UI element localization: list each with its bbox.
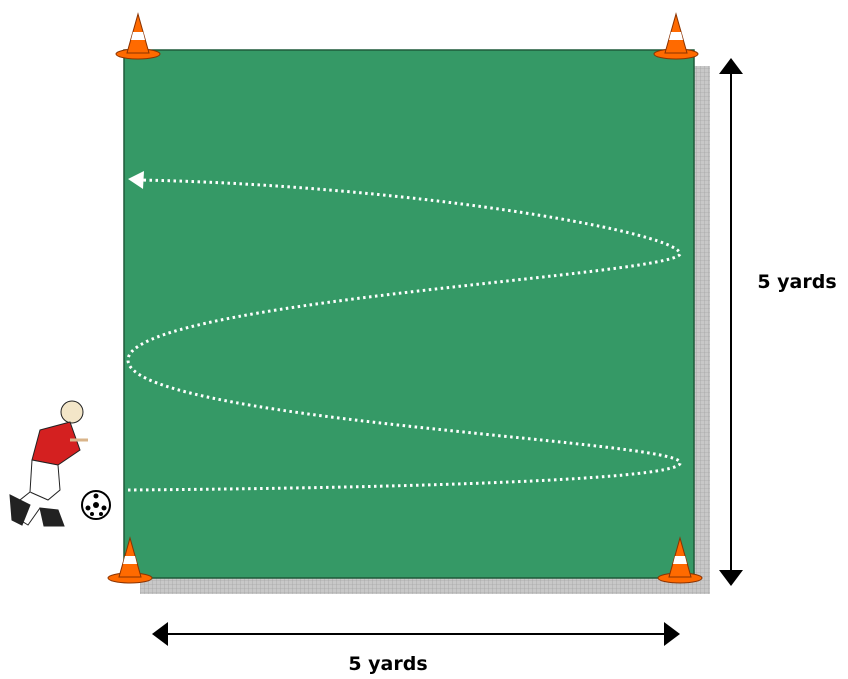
height-label: 5 yards	[757, 271, 836, 293]
drill-diagram: 5 yards 5 yards	[0, 0, 848, 679]
cone	[654, 14, 698, 59]
player	[10, 401, 88, 526]
ball	[82, 491, 110, 519]
cone	[116, 14, 160, 59]
field	[124, 50, 694, 578]
height-arrow	[719, 58, 743, 586]
width-label: 5 yards	[348, 653, 427, 675]
width-arrow	[152, 622, 680, 646]
